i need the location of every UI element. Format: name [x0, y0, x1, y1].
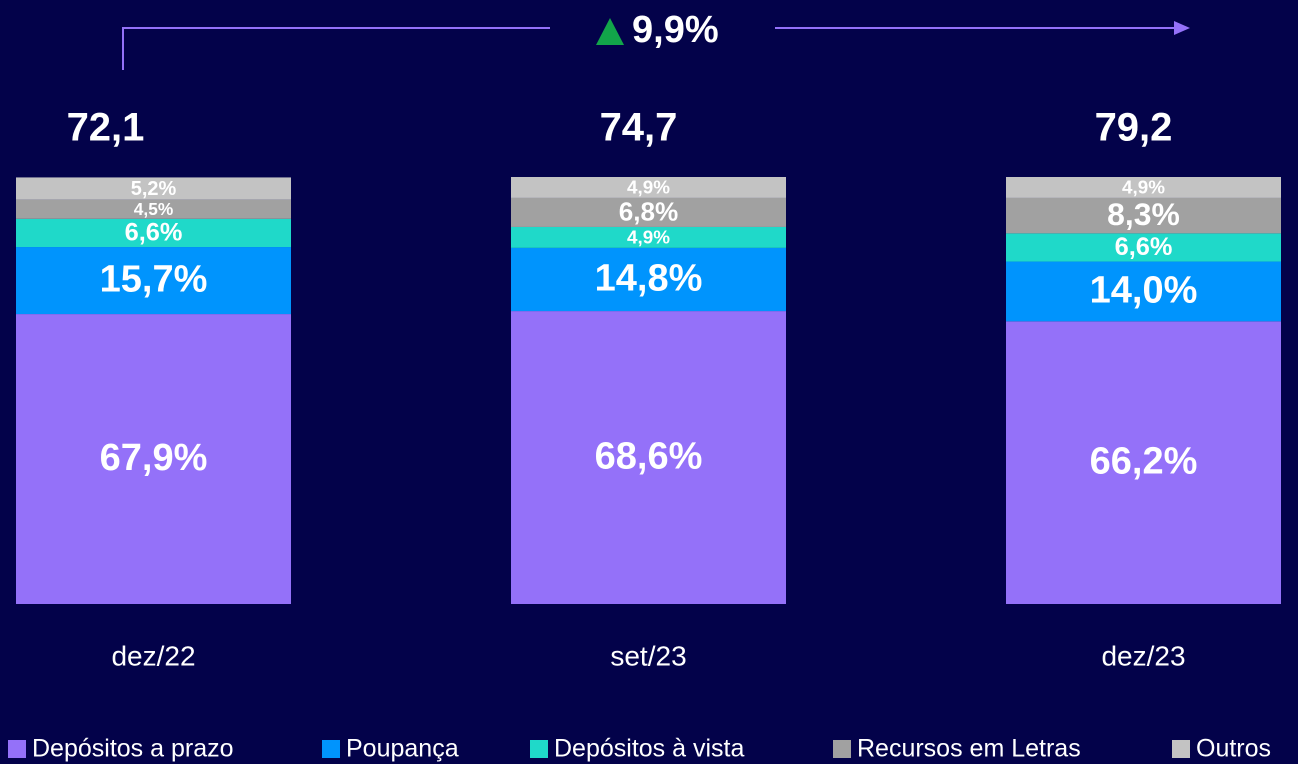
x-tick-label: set/23	[610, 640, 686, 671]
legend-swatch	[322, 740, 340, 758]
total-label: 72,1	[67, 106, 145, 150]
segment-label: 4,9%	[1122, 176, 1165, 197]
segment-label: 14,8%	[595, 258, 703, 300]
segment-label: 6,6%	[125, 219, 183, 247]
bar-segment	[1006, 321, 1281, 604]
bar-segment	[1006, 261, 1281, 322]
legend-label: Depósitos à vista	[554, 735, 744, 763]
segment-label: 6,6%	[1115, 233, 1173, 261]
segment-label: 67,9%	[100, 437, 208, 479]
bar-segment	[1006, 177, 1281, 198]
bar-segment	[511, 247, 786, 312]
bar-segment	[1006, 197, 1281, 234]
legend-swatch	[8, 740, 26, 758]
legend-swatch	[530, 740, 548, 758]
bar-segment	[16, 177, 291, 200]
bar-segment	[511, 311, 786, 604]
bar-segment	[16, 218, 291, 248]
segment-label: 14,0%	[1090, 269, 1198, 311]
bar-segment	[16, 199, 291, 219]
bar-segment	[16, 247, 291, 315]
bar-segment	[1006, 233, 1281, 262]
bar-segment	[511, 226, 786, 248]
growth-annotation: 9,9%	[632, 9, 719, 51]
segment-label: 15,7%	[100, 259, 208, 301]
bar-segment	[16, 314, 291, 604]
legend-label: Depósitos a prazo	[32, 735, 234, 763]
total-label: 79,2	[1095, 106, 1173, 150]
legend-swatch	[1172, 740, 1190, 758]
segment-label: 4,9%	[627, 176, 670, 197]
legend-label: Recursos em Letras	[857, 735, 1081, 763]
bar-segment	[511, 197, 786, 227]
segment-label: 4,9%	[627, 226, 670, 247]
segment-label: 68,6%	[595, 436, 703, 478]
x-tick-label: dez/22	[111, 640, 195, 671]
segment-label: 4,5%	[134, 199, 173, 219]
legend-label: Poupança	[346, 735, 459, 763]
segment-label: 8,3%	[1107, 196, 1180, 232]
up-triangle	[596, 18, 624, 45]
legend-label: Outros	[1196, 735, 1271, 763]
legend-swatch	[833, 740, 851, 758]
growth-bracket	[122, 27, 550, 70]
total-label: 74,7	[600, 106, 678, 150]
x-tick-label: dez/23	[1101, 640, 1185, 671]
segment-label: 5,2%	[131, 178, 177, 200]
arrow-head	[1174, 21, 1190, 35]
segment-label: 6,8%	[619, 196, 679, 226]
bar-segment	[511, 177, 786, 198]
segment-label: 66,2%	[1090, 441, 1198, 483]
